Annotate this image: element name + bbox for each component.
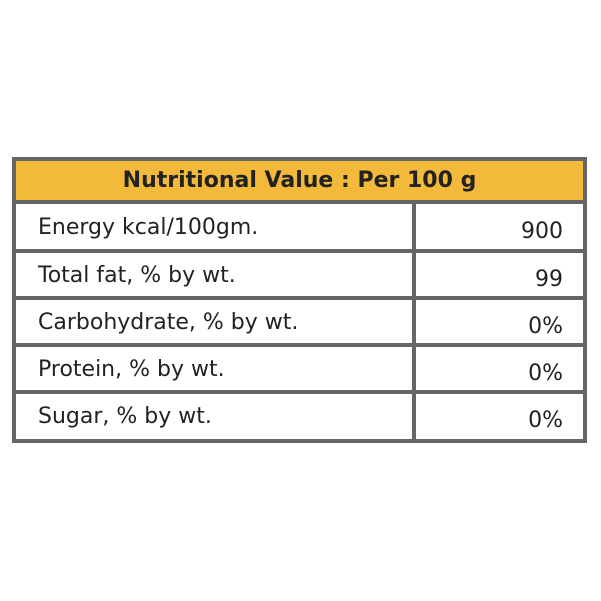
row-label: Protein, % by wt. (38, 357, 225, 382)
table-row: Protein, % by wt. 0% (16, 343, 583, 392)
row-value: 0% (528, 361, 563, 386)
table-title: Nutritional Value : Per 100 g (16, 161, 583, 204)
table-row: Total fat, % by wt. 99 (16, 249, 583, 298)
table-row: Carbohydrate, % by wt. 0% (16, 296, 583, 345)
row-value: 99 (535, 267, 563, 292)
row-label: Sugar, % by wt. (38, 404, 212, 429)
row-value: 900 (521, 219, 563, 244)
table-row: Sugar, % by wt. 0% (16, 390, 583, 439)
row-value: 0% (528, 408, 563, 433)
row-value: 0% (528, 314, 563, 339)
nutrition-table: Nutritional Value : Per 100 g Energy kca… (12, 157, 587, 443)
column-divider (412, 204, 416, 439)
table-row: Energy kcal/100gm. 900 (16, 204, 583, 251)
row-label: Energy kcal/100gm. (38, 215, 259, 240)
row-label: Carbohydrate, % by wt. (38, 310, 299, 335)
row-label: Total fat, % by wt. (38, 263, 236, 288)
